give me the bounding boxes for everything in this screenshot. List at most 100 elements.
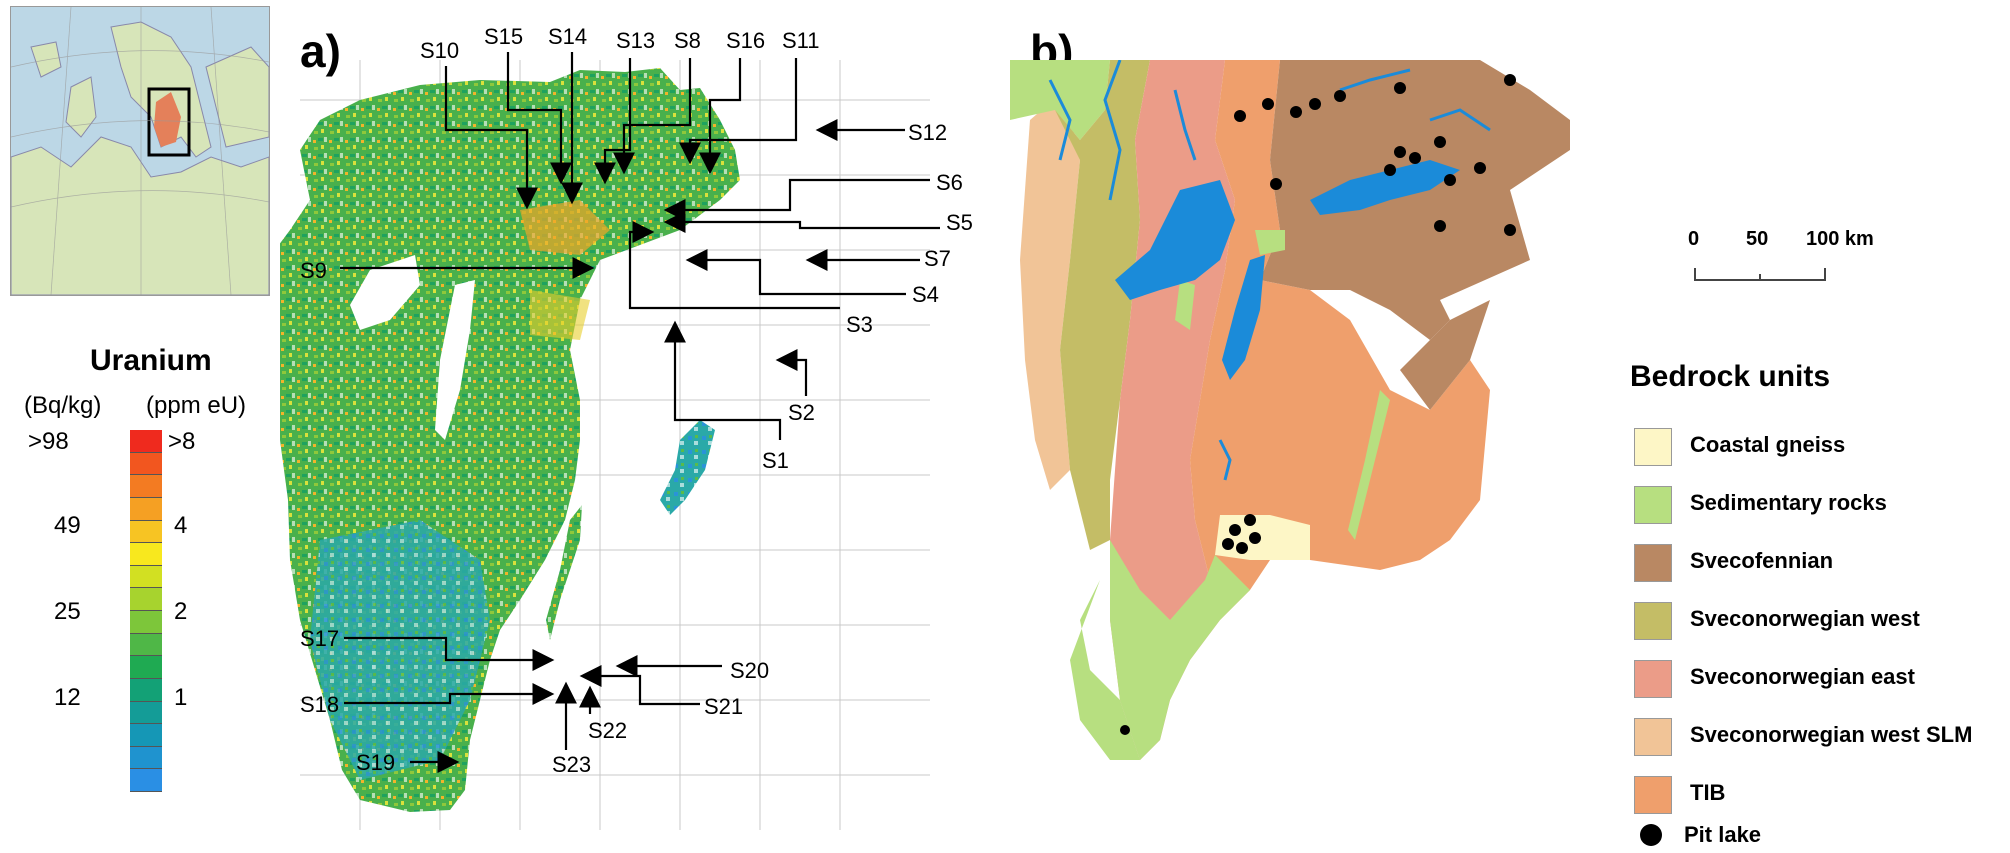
- pit-lake-dot: [1334, 90, 1346, 102]
- pit-lake-dot: [1444, 174, 1456, 186]
- tick-left-3: 12: [54, 684, 81, 711]
- color-bar-segment: [130, 543, 162, 566]
- arrow-s1: [664, 320, 782, 440]
- bedrock-swatch: [1634, 718, 1672, 756]
- bedrock-label: Sedimentary rocks: [1690, 490, 1887, 515]
- bedrock-legend-item: Svecofennian: [1634, 544, 1994, 584]
- station-label-s18: S18: [300, 692, 340, 717]
- pit-lake-dot: [1394, 146, 1406, 158]
- unit-bq-kg: (Bq/kg): [24, 392, 102, 419]
- lake-malaren-b: [1310, 160, 1460, 215]
- pit-lake-dot: [1262, 98, 1274, 110]
- europe-inset-map: [10, 6, 270, 296]
- color-bar-segment: [130, 769, 162, 792]
- station-label-s6: S6: [936, 170, 963, 195]
- station-label-s12: S12: [908, 120, 948, 145]
- tick-right-2: 2: [174, 598, 188, 625]
- arrow-s18: [344, 683, 555, 705]
- unit-sveconorwegian-west: [1055, 60, 1150, 550]
- bedrock-legend-item: Sveconorwegian east: [1634, 660, 1994, 700]
- arrow-s10: [444, 66, 538, 210]
- pit-lake-dot: [1384, 164, 1396, 176]
- arrow-s4: [685, 249, 906, 296]
- bedrock-legend-item: Sedimentary rocks: [1634, 486, 1994, 526]
- southern-lowland: [310, 520, 490, 780]
- bedrock-label: Sveconorwegian east: [1690, 664, 1915, 689]
- color-bar-segment: [130, 724, 162, 747]
- pit-lakes: [1120, 74, 1516, 735]
- pit-lake-dot: [1409, 152, 1421, 164]
- uranium-legend-title: Uranium: [90, 344, 212, 377]
- station-label-s10: S10: [420, 38, 460, 63]
- station-label-s4: S4: [912, 282, 939, 307]
- lake-vanern-b: [1115, 180, 1235, 300]
- pit-lake-dot: [1474, 162, 1486, 174]
- arrow-s8: [613, 58, 692, 175]
- pit-lake-dot: [1504, 74, 1516, 86]
- color-bar-segment: [130, 475, 162, 498]
- color-bar-segment: [130, 746, 162, 770]
- pit-lake-dot: [1222, 538, 1234, 550]
- unit-sedimentary-rocks-south: [1110, 540, 1250, 760]
- bedrock-label: TIB: [1690, 780, 1726, 805]
- unit-ppm-eu: (ppm eU): [146, 392, 247, 419]
- arrow-s16: [699, 58, 742, 175]
- arrow-s5: [663, 211, 940, 233]
- bedrock-label: Coastal gneiss: [1690, 432, 1846, 457]
- station-label-s21: S21: [704, 694, 744, 719]
- scale-label-100-km: 100 km: [1806, 228, 1874, 250]
- unit-sedimentary-south-tip: [1070, 580, 1140, 760]
- color-bar-segment: [130, 678, 162, 702]
- tick-left-1: 49: [54, 512, 81, 539]
- bedrock-swatch: [1634, 602, 1672, 640]
- unit-sedimentary-patch: [1255, 230, 1285, 255]
- arrow-s15: [506, 52, 572, 185]
- color-bar-segment: [130, 588, 162, 611]
- station-label-s7: S7: [924, 246, 951, 271]
- lake-vattern: [435, 280, 475, 440]
- color-bar-segment: [130, 611, 162, 634]
- bedrock-label: Sveconorwegian west SLM: [1690, 722, 1973, 747]
- arrow-s11: [679, 58, 798, 165]
- bedrock-swatch: [1634, 486, 1672, 524]
- arrow-s17: [344, 636, 555, 671]
- arrow-s2: [775, 349, 808, 396]
- station-label-s22: S22: [588, 718, 628, 743]
- bedrock-label: Svecofennian: [1690, 548, 1834, 573]
- color-bar-segment: [130, 565, 162, 589]
- pit-lake-legend-label: Pit lake: [1684, 822, 1762, 847]
- scale-bar: [1694, 268, 1826, 281]
- pit-lake-dot: [1229, 524, 1241, 536]
- bedrock-swatch: [1634, 776, 1672, 814]
- station-label-s9: S9: [300, 258, 327, 283]
- bedrock-legend-item: Sveconorwegian west: [1634, 602, 1994, 642]
- arrow-s6: [663, 178, 930, 221]
- station-label-s14: S14: [548, 24, 588, 49]
- station-label-s19: S19: [356, 750, 396, 775]
- unit-coastal-gneiss: [1215, 515, 1310, 560]
- scale-label-0: 0: [1688, 228, 1700, 250]
- pit-lake-legend-icon: [1640, 824, 1662, 846]
- hot-spot-north: [520, 200, 610, 255]
- tick-right-1: 4: [174, 512, 188, 539]
- hot-spot-central: [530, 290, 590, 340]
- pit-lake-dot: [1244, 514, 1256, 526]
- color-bar-segment: [130, 520, 162, 544]
- oland-island: [546, 505, 582, 640]
- arrow-s3: [628, 221, 840, 310]
- uranium-map-svg: [280, 60, 930, 830]
- pit-lake-dot: [1504, 224, 1516, 236]
- station-label-s23: S23: [552, 752, 592, 777]
- pit-lake-dot: [1236, 542, 1248, 554]
- bedrock-legend-item: TIB: [1634, 776, 1994, 816]
- unit-tib: [1190, 60, 1490, 620]
- arrow-s21: [579, 665, 700, 706]
- pit-lake-dot: [1270, 178, 1282, 190]
- bedrock-legend-item: Coastal gneiss: [1634, 428, 1994, 468]
- unit-sedimentary-patch-2: [1175, 280, 1195, 330]
- color-bar-segment: [130, 497, 162, 521]
- station-label-s20: S20: [730, 658, 770, 683]
- station-label-s13: S13: [616, 28, 656, 53]
- scale-label-50: 50: [1746, 228, 1769, 250]
